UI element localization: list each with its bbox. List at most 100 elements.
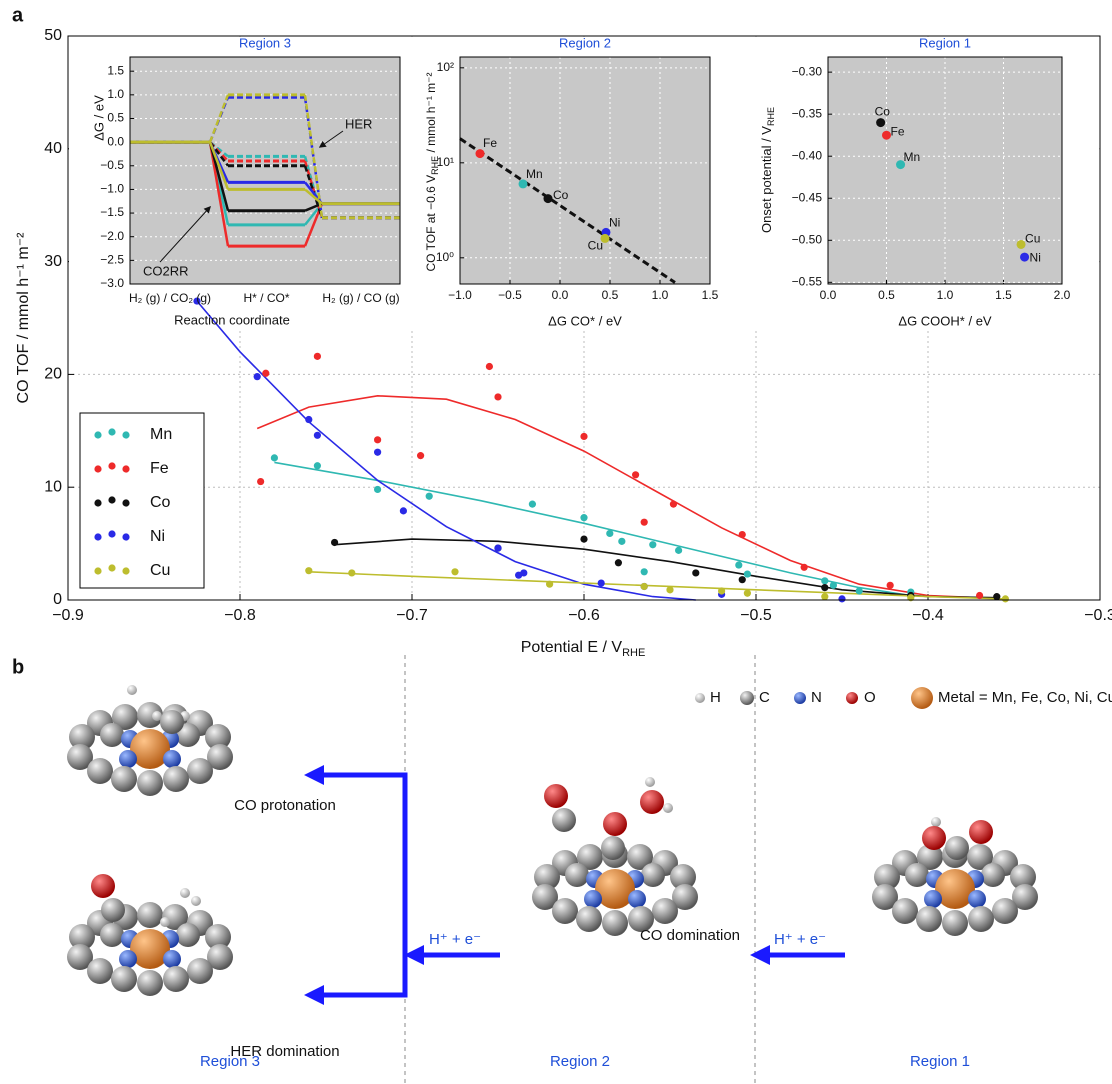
legend-atom bbox=[794, 692, 806, 704]
point bbox=[830, 582, 837, 589]
point-label: Co bbox=[875, 105, 891, 119]
point bbox=[305, 567, 312, 574]
point bbox=[580, 433, 587, 440]
region-label: Region 1 bbox=[910, 1053, 970, 1070]
panel-label: a bbox=[12, 4, 24, 26]
x-axis-label-sub: RHE bbox=[622, 647, 645, 659]
legend-text: N bbox=[811, 689, 822, 706]
plot-area bbox=[460, 57, 710, 284]
legend-text: Metal = Mn, Fe, Co, Ni, Cu bbox=[938, 689, 1112, 706]
atom bbox=[603, 812, 627, 836]
x-axis-label: Potential E / VRHE bbox=[521, 639, 646, 659]
y-tick-label: −2.0 bbox=[100, 229, 124, 243]
y-tick-label: 10⁰ bbox=[436, 250, 454, 264]
y-axis-label: ΔG / eV bbox=[91, 95, 106, 141]
inset-title: Region 2 bbox=[559, 35, 611, 50]
molecule bbox=[67, 702, 233, 796]
point bbox=[887, 582, 894, 589]
point bbox=[739, 576, 746, 583]
y-tick-label: −2.5 bbox=[100, 253, 124, 267]
y-tick-label: 10 bbox=[44, 478, 62, 495]
atom bbox=[969, 820, 993, 844]
x-tick-label: −0.5 bbox=[740, 607, 772, 624]
y-axis-label-text: Onset potential / V bbox=[759, 126, 774, 233]
legend-atom bbox=[911, 687, 933, 709]
point bbox=[670, 501, 677, 508]
point bbox=[598, 579, 605, 586]
legend-label: Mn bbox=[150, 426, 172, 443]
atom bbox=[640, 790, 664, 814]
point bbox=[374, 449, 381, 456]
y-tick-label: 0 bbox=[53, 591, 62, 608]
legend-marker bbox=[108, 462, 115, 469]
point bbox=[476, 149, 485, 158]
legend-marker bbox=[122, 465, 129, 472]
legend-label: Co bbox=[150, 494, 171, 511]
y-tick-label: −1.0 bbox=[100, 182, 124, 196]
atom bbox=[663, 803, 673, 813]
point-label: Mn bbox=[526, 167, 543, 181]
legend-label: Ni bbox=[150, 528, 165, 545]
annotation: CO2RR bbox=[143, 263, 189, 278]
legend-label: Fe bbox=[150, 460, 169, 477]
x-tick-label: 0.0 bbox=[552, 288, 569, 302]
point bbox=[744, 570, 751, 577]
atom bbox=[552, 808, 576, 832]
y-tick-label: 20 bbox=[44, 366, 62, 383]
legend-label: Cu bbox=[150, 562, 170, 579]
point bbox=[451, 568, 458, 575]
point-label: Fe bbox=[891, 124, 905, 138]
figure: b H C N O Metal = Mn, Fe, Co, Ni, Cu CO … bbox=[0, 0, 1112, 1084]
y-tick-label: −3.0 bbox=[100, 276, 124, 290]
annotation: HER bbox=[345, 116, 372, 131]
point bbox=[520, 569, 527, 576]
atom bbox=[127, 685, 137, 695]
point bbox=[546, 581, 553, 588]
x-tick-label: 0.5 bbox=[602, 288, 619, 302]
point bbox=[314, 462, 321, 469]
x-tick-label: 1.0 bbox=[652, 288, 669, 302]
point bbox=[257, 478, 264, 485]
x-axis-label: ΔG CO* / eV bbox=[548, 313, 622, 328]
legend-marker bbox=[94, 465, 101, 472]
point-label: Ni bbox=[1030, 250, 1041, 264]
legend-marker bbox=[108, 496, 115, 503]
y-tick-label: −0.55 bbox=[792, 274, 823, 288]
region-label: Region 2 bbox=[550, 1053, 610, 1070]
legend-marker bbox=[108, 428, 115, 435]
atom bbox=[191, 896, 201, 906]
y-tick-label: 40 bbox=[44, 140, 62, 157]
y-tick-label: −0.5 bbox=[100, 158, 124, 172]
point bbox=[838, 595, 845, 602]
x-tick-label: −0.8 bbox=[224, 607, 256, 624]
point bbox=[632, 471, 639, 478]
atom bbox=[101, 898, 125, 922]
atom bbox=[945, 836, 969, 860]
legend-marker bbox=[108, 564, 115, 571]
x-tick-label: 0.0 bbox=[820, 288, 837, 302]
point bbox=[544, 194, 553, 203]
point bbox=[271, 454, 278, 461]
legend-marker bbox=[122, 567, 129, 574]
point bbox=[529, 501, 536, 508]
y-tick-label: 1.0 bbox=[107, 87, 124, 101]
point-label: Mn bbox=[904, 150, 921, 164]
y-axis-label-text: / mmol h⁻¹ m⁻² bbox=[424, 73, 438, 156]
fit-line bbox=[335, 539, 997, 598]
x-tick-label: −0.9 bbox=[52, 607, 84, 624]
point bbox=[374, 486, 381, 493]
point bbox=[254, 373, 261, 380]
point bbox=[993, 593, 1000, 600]
legend-marker bbox=[122, 533, 129, 540]
y-axis-label-sub: RHE bbox=[430, 156, 440, 175]
point bbox=[821, 577, 828, 584]
panel-b: b H C N O Metal = Mn, Fe, Co, Ni, Cu CO … bbox=[12, 655, 1112, 1084]
atom bbox=[180, 888, 190, 898]
point bbox=[606, 530, 613, 537]
point bbox=[348, 569, 355, 576]
point bbox=[856, 587, 863, 594]
y-tick-label: −0.40 bbox=[792, 148, 823, 162]
point bbox=[494, 393, 501, 400]
x-tick-label: 1.0 bbox=[937, 288, 954, 302]
y-tick-label: −0.35 bbox=[792, 106, 823, 120]
